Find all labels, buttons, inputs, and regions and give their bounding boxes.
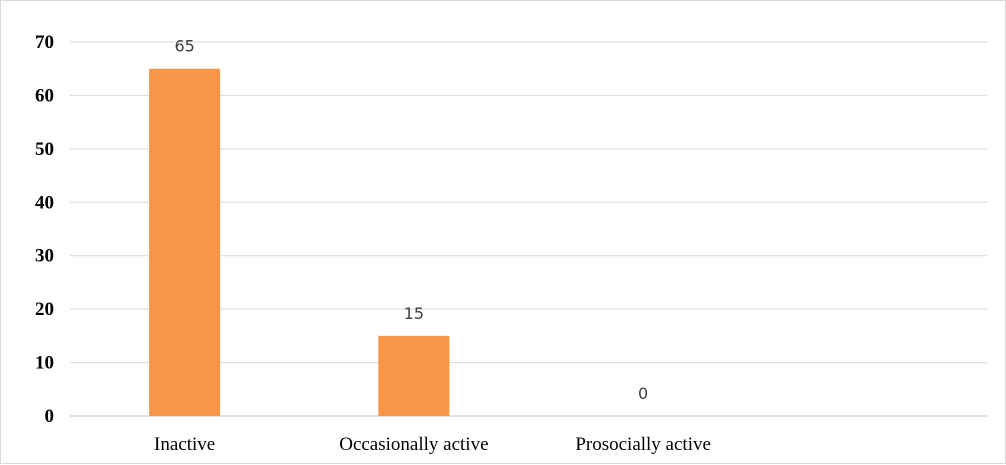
x-tick-label: Occasionally active	[339, 434, 488, 455]
y-tick-label: 20	[35, 299, 54, 320]
x-tick-label: Prosocially active	[575, 434, 711, 455]
y-tick-label: 30	[35, 246, 54, 267]
data-labels: 65 15 0	[174, 37, 648, 403]
y-tick-label: 10	[35, 353, 54, 374]
data-label: 15	[404, 304, 424, 323]
bar	[149, 68, 221, 416]
data-label: 65	[174, 37, 194, 56]
data-label: 0	[638, 384, 648, 403]
y-tick-label: 0	[45, 406, 55, 427]
y-tick-label: 40	[35, 192, 54, 213]
y-tick-label: 70	[35, 32, 54, 53]
y-tick-label: 60	[35, 85, 54, 106]
y-axis-ticks: 0 10 20 30 40 50 60 70	[35, 32, 54, 427]
x-tick-label: Inactive	[154, 434, 215, 455]
bar	[378, 335, 450, 416]
y-tick-label: 50	[35, 139, 54, 160]
x-axis-ticks: Inactive Occasionally active Prosocially a…	[154, 434, 711, 455]
gridlines	[70, 41, 987, 417]
bars	[149, 68, 450, 416]
